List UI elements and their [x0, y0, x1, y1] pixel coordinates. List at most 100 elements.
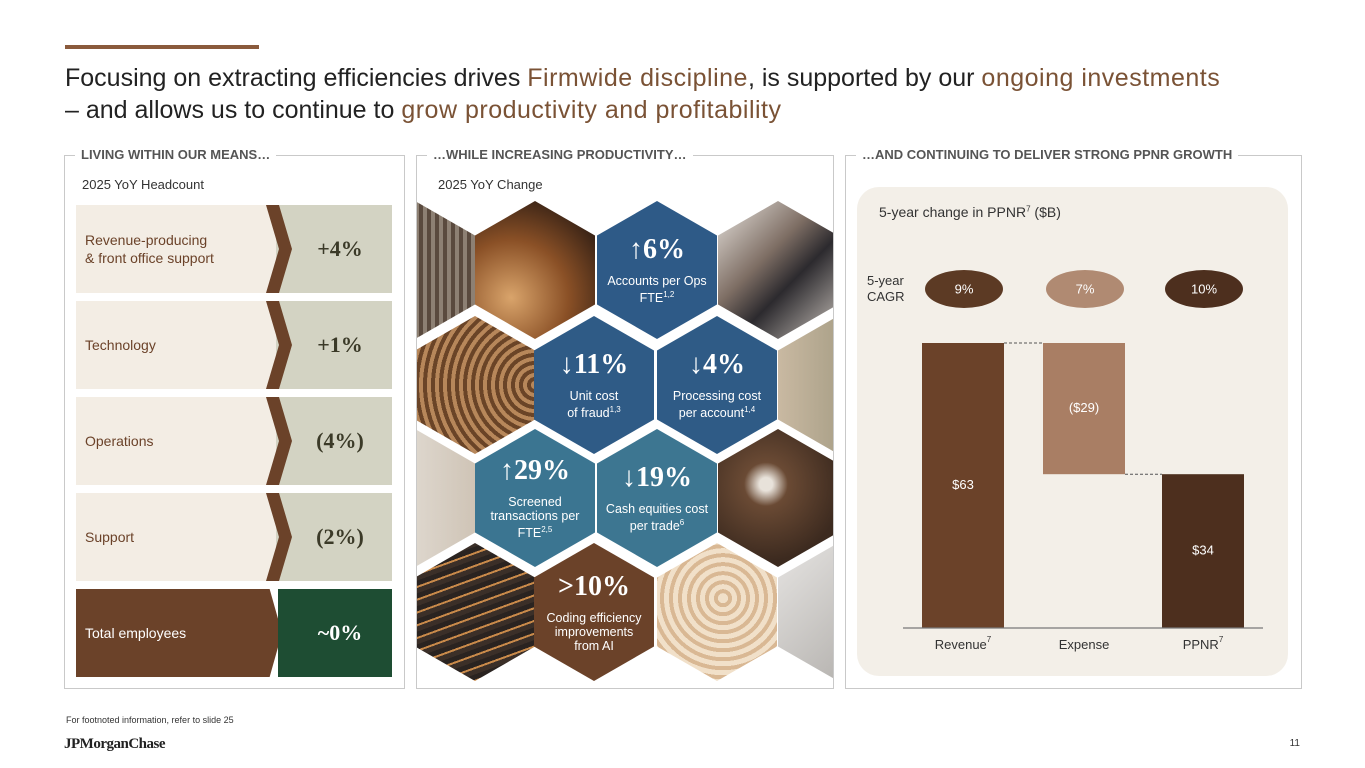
label-box — [76, 301, 280, 389]
cagr-label: 5-year CAGR — [867, 273, 905, 304]
value-box — [276, 205, 392, 293]
value-box — [276, 397, 392, 485]
category-text: Expense — [1059, 637, 1110, 652]
row-label: Support — [85, 529, 135, 545]
panel-heading: …AND CONTINUING TO DELIVER STRONG PPNR G… — [856, 147, 1239, 162]
metric-arrow: ↓ — [622, 462, 636, 494]
footnote-ref: 7 — [987, 635, 992, 644]
chart-unit: ($B) — [1034, 204, 1061, 220]
cagr-pill — [925, 270, 1003, 308]
row: Support (2%) — [76, 493, 392, 581]
metric-label: Screened transactions per FTE2,5 — [491, 495, 580, 540]
metric-text: Accounts per Ops FTE — [607, 274, 707, 306]
photo-hex — [657, 543, 777, 681]
value-box — [276, 301, 392, 389]
label-box — [76, 493, 280, 581]
chart-title: 5-year change in PPNR7 ($B) — [879, 204, 1061, 220]
metric-text: Cash equities cost per trade — [605, 502, 709, 534]
slide-title: Focusing on extracting efficiencies driv… — [65, 62, 1325, 126]
title-highlight: grow productivity and profitability — [401, 96, 782, 124]
footnote-ref: 1,2 — [663, 290, 675, 300]
metric-value: ↓19% — [622, 462, 692, 494]
footnote-ref: 1,3 — [609, 405, 621, 415]
row-value: ~0% — [317, 620, 363, 645]
photo-hex — [475, 201, 595, 339]
metric-value: ↑29% — [500, 455, 570, 487]
hex-grid: ↑6% Accounts per Ops FTE1,2 ↓11% Unit cost … — [417, 195, 833, 687]
metric-label: Accounts per Ops FTE1,2 — [607, 274, 706, 305]
metric-value: ↓11% — [560, 349, 628, 381]
cagr-value: 10% — [1191, 281, 1217, 296]
metric-number: 6% — [643, 234, 685, 266]
category-label: Expense — [1059, 637, 1110, 652]
metric-number: 29% — [514, 455, 570, 487]
category-label: PPNR7 — [1183, 635, 1224, 652]
row: Total employees ~0% — [76, 589, 392, 677]
panel-heading: …WHILE INCREASING PRODUCTIVITY… — [427, 147, 693, 162]
metric-label: Coding efficiency improvements from AI — [547, 611, 642, 653]
bar — [922, 343, 1004, 628]
title-highlight: ongoing investments — [981, 64, 1221, 92]
metric-hex: ↓19% Cash equities cost per trade6 — [597, 429, 717, 567]
row-value: (4%) — [316, 428, 364, 453]
growth-panel: …AND CONTINUING TO DELIVER STRONG PPNR G… — [845, 147, 1302, 689]
row: Revenue-producing & front office support… — [76, 205, 392, 293]
row-label: Total employees — [85, 625, 187, 641]
footnote-ref: 7 — [1219, 635, 1224, 644]
footnote: For footnoted information, refer to slid… — [66, 715, 234, 725]
metric-hex: ↓11% Unit cost of fraud1,3 — [534, 316, 654, 454]
cagr-value: 9% — [955, 281, 974, 296]
cagr-pill — [1046, 270, 1124, 308]
productivity-panel: …WHILE INCREASING PRODUCTIVITY… 2025 YoY… — [416, 147, 834, 689]
value-label: ($29) — [1069, 400, 1099, 415]
headcount-panel: LIVING WITHIN OUR MEANS… 2025 YoY Headco… — [64, 147, 405, 689]
metric-number: 11% — [573, 349, 629, 381]
metric-arrow: ↓ — [559, 349, 574, 381]
bar — [1162, 474, 1244, 628]
row-label: Operations — [85, 433, 154, 449]
metric-hex: ↑29% Screened transactions per FTE2,5 — [475, 429, 595, 567]
metric-number: >10% — [558, 571, 630, 602]
category-label: Revenue7 — [935, 635, 992, 652]
row-value: +4% — [317, 236, 363, 261]
metric-hex: ↑6% Accounts per Ops FTE1,2 — [597, 201, 717, 339]
label-box — [76, 205, 280, 293]
footnote-ref: 1,4 — [744, 405, 756, 415]
cagr-value: 7% — [1076, 281, 1095, 296]
page-number: 11 — [1289, 738, 1300, 749]
title-text: Focusing on extracting efficiencies driv… — [65, 64, 528, 92]
metric-text: Coding efficiency improvements from AI — [546, 611, 642, 653]
row-value: +1% — [317, 332, 363, 357]
metric-label: Processing cost per account1,4 — [673, 389, 761, 420]
metric-text: Screened transactions per FTE — [490, 495, 580, 541]
metric-number: 4% — [703, 349, 745, 381]
row: Technology +1% — [76, 301, 392, 389]
metric-text: Processing cost per account — [672, 389, 762, 421]
title-text: , is supported by our — [747, 64, 982, 92]
logo: JPMorganChase — [64, 736, 166, 752]
metric-arrow: ↑ — [500, 455, 514, 487]
bar — [1043, 343, 1125, 475]
category-text: PPNR — [1183, 637, 1219, 652]
metric-label: Unit cost of fraud1,3 — [567, 389, 621, 420]
label-box — [76, 589, 282, 677]
category-text: Revenue — [935, 637, 987, 652]
metric-arrow: ↑ — [629, 234, 643, 266]
panel-heading: LIVING WITHIN OUR MEANS… — [75, 147, 277, 162]
metric-hex: ↓4% Processing cost per account1,4 — [657, 316, 777, 454]
value-box — [276, 493, 392, 581]
row-value: (2%) — [316, 524, 364, 549]
cagr-pill — [1165, 270, 1243, 308]
panel-subtitle: 2025 YoY Headcount — [82, 177, 204, 192]
metric-text: Unit cost of fraud — [567, 389, 619, 421]
accent-bar — [65, 45, 259, 49]
value-label: $63 — [952, 477, 974, 492]
metric-value: ↓4% — [689, 349, 745, 381]
chart-title-text: 5-year change in PPNR — [879, 204, 1027, 220]
footnote-ref: 7 — [1026, 204, 1031, 214]
metric-hex: >10% Coding efficiency improvements from … — [534, 543, 654, 681]
metric-label: Cash equities cost per trade6 — [606, 502, 708, 533]
row-label: Technology — [85, 337, 156, 353]
